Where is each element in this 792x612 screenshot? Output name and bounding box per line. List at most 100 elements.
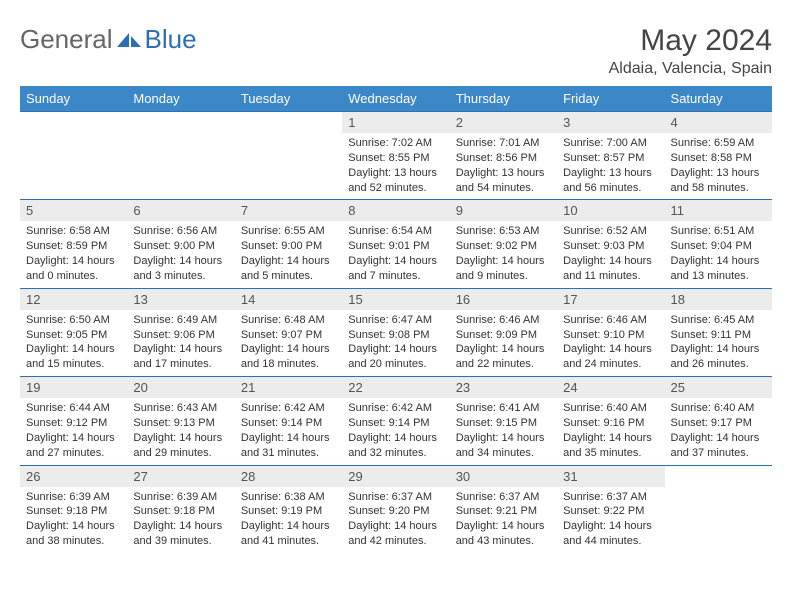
day-number: 19 [20, 377, 127, 398]
day-number [20, 112, 127, 133]
day-details: Sunrise: 6:59 AMSunset: 8:58 PMDaylight:… [665, 133, 772, 199]
weekday-header: Monday [127, 86, 234, 112]
logo-sail-icon [115, 31, 143, 49]
day-number: 15 [342, 289, 449, 310]
title-block: May 2024 Aldaia, Valencia, Spain [609, 24, 772, 78]
logo: General Blue [20, 24, 197, 55]
day-details: Sunrise: 6:46 AMSunset: 9:09 PMDaylight:… [450, 310, 557, 376]
day-number: 31 [557, 466, 664, 487]
day-number: 6 [127, 200, 234, 221]
calendar-day-cell [665, 465, 772, 553]
logo-text-blue: Blue [145, 24, 197, 55]
calendar-day-cell: 1Sunrise: 7:02 AMSunset: 8:55 PMDaylight… [342, 112, 449, 200]
day-number: 10 [557, 200, 664, 221]
day-number [235, 112, 342, 133]
day-details: Sunrise: 6:43 AMSunset: 9:13 PMDaylight:… [127, 398, 234, 464]
day-number [665, 466, 772, 487]
day-details: Sunrise: 6:48 AMSunset: 9:07 PMDaylight:… [235, 310, 342, 376]
calendar-day-cell: 3Sunrise: 7:00 AMSunset: 8:57 PMDaylight… [557, 112, 664, 200]
day-number: 27 [127, 466, 234, 487]
calendar-day-cell: 9Sunrise: 6:53 AMSunset: 9:02 PMDaylight… [450, 200, 557, 288]
calendar-day-cell: 10Sunrise: 6:52 AMSunset: 9:03 PMDayligh… [557, 200, 664, 288]
day-number: 14 [235, 289, 342, 310]
calendar-day-cell: 19Sunrise: 6:44 AMSunset: 9:12 PMDayligh… [20, 377, 127, 465]
day-number: 11 [665, 200, 772, 221]
calendar-day-cell: 28Sunrise: 6:38 AMSunset: 9:19 PMDayligh… [235, 465, 342, 553]
day-details: Sunrise: 6:37 AMSunset: 9:20 PMDaylight:… [342, 487, 449, 553]
day-number: 23 [450, 377, 557, 398]
calendar-day-cell: 4Sunrise: 6:59 AMSunset: 8:58 PMDaylight… [665, 112, 772, 200]
day-number: 17 [557, 289, 664, 310]
calendar-day-cell: 23Sunrise: 6:41 AMSunset: 9:15 PMDayligh… [450, 377, 557, 465]
day-details: Sunrise: 6:49 AMSunset: 9:06 PMDaylight:… [127, 310, 234, 376]
calendar-week-row: 5Sunrise: 6:58 AMSunset: 8:59 PMDaylight… [20, 200, 772, 288]
day-number: 12 [20, 289, 127, 310]
calendar-day-cell [20, 112, 127, 200]
day-details: Sunrise: 6:58 AMSunset: 8:59 PMDaylight:… [20, 221, 127, 287]
calendar-day-cell: 22Sunrise: 6:42 AMSunset: 9:14 PMDayligh… [342, 377, 449, 465]
page-header: General Blue May 2024 Aldaia, Valencia, … [20, 24, 772, 78]
weekday-header: Wednesday [342, 86, 449, 112]
day-details: Sunrise: 6:39 AMSunset: 9:18 PMDaylight:… [20, 487, 127, 553]
calendar-week-row: 1Sunrise: 7:02 AMSunset: 8:55 PMDaylight… [20, 112, 772, 200]
location-label: Aldaia, Valencia, Spain [609, 60, 772, 78]
day-number: 4 [665, 112, 772, 133]
day-number: 9 [450, 200, 557, 221]
day-details: Sunrise: 6:52 AMSunset: 9:03 PMDaylight:… [557, 221, 664, 287]
day-number: 7 [235, 200, 342, 221]
calendar-week-row: 12Sunrise: 6:50 AMSunset: 9:05 PMDayligh… [20, 288, 772, 376]
day-details: Sunrise: 6:42 AMSunset: 9:14 PMDaylight:… [235, 398, 342, 464]
month-title: May 2024 [609, 24, 772, 58]
calendar-day-cell: 30Sunrise: 6:37 AMSunset: 9:21 PMDayligh… [450, 465, 557, 553]
day-details: Sunrise: 6:56 AMSunset: 9:00 PMDaylight:… [127, 221, 234, 287]
calendar-day-cell: 11Sunrise: 6:51 AMSunset: 9:04 PMDayligh… [665, 200, 772, 288]
day-number: 26 [20, 466, 127, 487]
calendar-day-cell: 5Sunrise: 6:58 AMSunset: 8:59 PMDaylight… [20, 200, 127, 288]
calendar-day-cell: 27Sunrise: 6:39 AMSunset: 9:18 PMDayligh… [127, 465, 234, 553]
day-details: Sunrise: 6:44 AMSunset: 9:12 PMDaylight:… [20, 398, 127, 464]
day-number: 20 [127, 377, 234, 398]
calendar-day-cell: 21Sunrise: 6:42 AMSunset: 9:14 PMDayligh… [235, 377, 342, 465]
logo-text-general: General [20, 24, 113, 55]
calendar-day-cell: 8Sunrise: 6:54 AMSunset: 9:01 PMDaylight… [342, 200, 449, 288]
calendar-day-cell: 15Sunrise: 6:47 AMSunset: 9:08 PMDayligh… [342, 288, 449, 376]
day-details: Sunrise: 7:00 AMSunset: 8:57 PMDaylight:… [557, 133, 664, 199]
day-number: 29 [342, 466, 449, 487]
calendar-day-cell: 31Sunrise: 6:37 AMSunset: 9:22 PMDayligh… [557, 465, 664, 553]
calendar-day-cell [235, 112, 342, 200]
calendar-day-cell: 18Sunrise: 6:45 AMSunset: 9:11 PMDayligh… [665, 288, 772, 376]
day-number: 8 [342, 200, 449, 221]
day-details: Sunrise: 6:50 AMSunset: 9:05 PMDaylight:… [20, 310, 127, 376]
calendar-day-cell [127, 112, 234, 200]
weekday-header: Saturday [665, 86, 772, 112]
day-details: Sunrise: 6:37 AMSunset: 9:21 PMDaylight:… [450, 487, 557, 553]
day-number: 28 [235, 466, 342, 487]
day-number: 16 [450, 289, 557, 310]
calendar-week-row: 26Sunrise: 6:39 AMSunset: 9:18 PMDayligh… [20, 465, 772, 553]
calendar-day-cell: 26Sunrise: 6:39 AMSunset: 9:18 PMDayligh… [20, 465, 127, 553]
day-number: 21 [235, 377, 342, 398]
day-details: Sunrise: 6:55 AMSunset: 9:00 PMDaylight:… [235, 221, 342, 287]
day-number: 22 [342, 377, 449, 398]
calendar-day-cell: 12Sunrise: 6:50 AMSunset: 9:05 PMDayligh… [20, 288, 127, 376]
day-number: 3 [557, 112, 664, 133]
calendar-day-cell: 7Sunrise: 6:55 AMSunset: 9:00 PMDaylight… [235, 200, 342, 288]
day-number: 30 [450, 466, 557, 487]
day-number [127, 112, 234, 133]
day-details: Sunrise: 6:40 AMSunset: 9:16 PMDaylight:… [557, 398, 664, 464]
day-number: 13 [127, 289, 234, 310]
calendar-week-row: 19Sunrise: 6:44 AMSunset: 9:12 PMDayligh… [20, 377, 772, 465]
weekday-header: Sunday [20, 86, 127, 112]
day-details: Sunrise: 6:39 AMSunset: 9:18 PMDaylight:… [127, 487, 234, 553]
day-details: Sunrise: 6:37 AMSunset: 9:22 PMDaylight:… [557, 487, 664, 553]
weekday-header: Friday [557, 86, 664, 112]
day-details: Sunrise: 6:41 AMSunset: 9:15 PMDaylight:… [450, 398, 557, 464]
calendar-day-cell: 2Sunrise: 7:01 AMSunset: 8:56 PMDaylight… [450, 112, 557, 200]
day-details: Sunrise: 6:51 AMSunset: 9:04 PMDaylight:… [665, 221, 772, 287]
day-details: Sunrise: 6:45 AMSunset: 9:11 PMDaylight:… [665, 310, 772, 376]
day-number: 18 [665, 289, 772, 310]
day-details: Sunrise: 6:47 AMSunset: 9:08 PMDaylight:… [342, 310, 449, 376]
day-number: 2 [450, 112, 557, 133]
day-details: Sunrise: 7:02 AMSunset: 8:55 PMDaylight:… [342, 133, 449, 199]
calendar-day-cell: 6Sunrise: 6:56 AMSunset: 9:00 PMDaylight… [127, 200, 234, 288]
